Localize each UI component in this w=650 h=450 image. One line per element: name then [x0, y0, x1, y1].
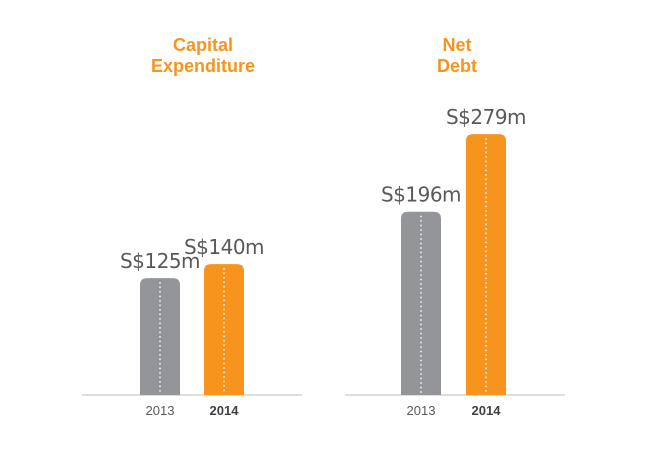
chart-title-line: Expenditure: [151, 56, 255, 76]
chart-title-line: Net: [442, 35, 471, 55]
value-label: S$140m: [184, 235, 264, 259]
value-label: S$279m: [446, 105, 526, 129]
bar-2014: [204, 264, 244, 395]
x-tick-label: 2014: [472, 403, 502, 418]
value-label: S$125m: [120, 249, 200, 273]
chart-title-line: Debt: [437, 56, 477, 76]
x-tick-label: 2014: [210, 403, 240, 418]
x-tick-label: 2013: [146, 403, 175, 418]
x-tick-label: 2013: [407, 403, 436, 418]
bar-2013: [401, 211, 441, 395]
value-label: S$196m: [381, 183, 461, 207]
chart-title: Net Debt: [437, 35, 477, 76]
chart-title: Capital Expenditure: [151, 35, 255, 76]
chart-title-line: Capital: [173, 35, 233, 55]
